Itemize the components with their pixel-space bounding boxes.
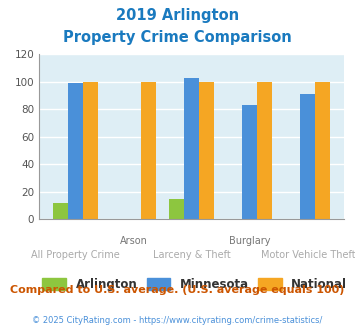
Bar xyxy=(242,105,257,219)
Bar xyxy=(169,199,184,219)
Bar xyxy=(53,203,68,219)
Bar xyxy=(141,82,156,219)
Text: Property Crime Comparison: Property Crime Comparison xyxy=(63,30,292,45)
Text: Arson: Arson xyxy=(120,236,148,246)
Bar xyxy=(300,94,315,219)
Bar xyxy=(68,83,83,219)
Text: All Property Crime: All Property Crime xyxy=(31,250,120,260)
Text: Larceny & Theft: Larceny & Theft xyxy=(153,250,231,260)
Bar xyxy=(184,78,199,219)
Legend: Arlington, Minnesota, National: Arlington, Minnesota, National xyxy=(39,275,351,295)
Text: © 2025 CityRating.com - https://www.cityrating.com/crime-statistics/: © 2025 CityRating.com - https://www.city… xyxy=(32,316,323,325)
Text: Burglary: Burglary xyxy=(229,236,271,246)
Bar xyxy=(199,82,214,219)
Bar xyxy=(83,82,98,219)
Text: Compared to U.S. average. (U.S. average equals 100): Compared to U.S. average. (U.S. average … xyxy=(10,285,345,295)
Text: 2019 Arlington: 2019 Arlington xyxy=(116,8,239,23)
Text: Motor Vehicle Theft: Motor Vehicle Theft xyxy=(261,250,355,260)
Bar xyxy=(315,82,331,219)
Bar xyxy=(257,82,272,219)
